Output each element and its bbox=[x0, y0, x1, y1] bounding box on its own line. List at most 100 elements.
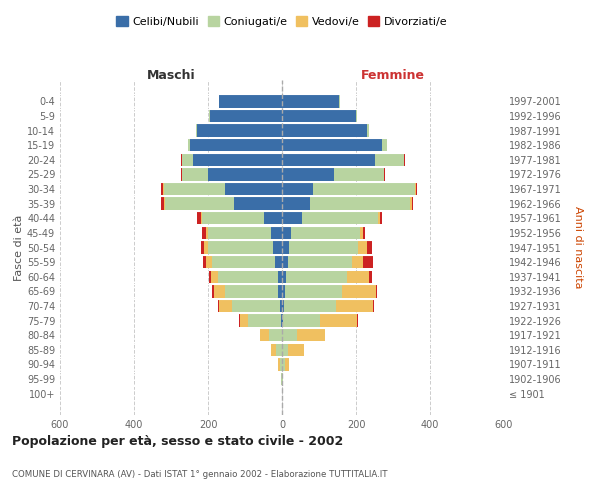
Bar bbox=[287, 256, 352, 268]
Bar bbox=[278, 285, 282, 298]
Bar bbox=[210, 110, 282, 122]
Bar bbox=[271, 226, 282, 239]
Bar bbox=[286, 270, 347, 283]
Bar bbox=[412, 198, 413, 210]
Bar bbox=[335, 300, 373, 312]
Bar bbox=[219, 300, 232, 312]
Bar bbox=[182, 168, 208, 180]
Bar bbox=[164, 183, 224, 196]
Bar bbox=[285, 358, 289, 370]
Y-axis label: Fasce di età: Fasce di età bbox=[14, 214, 24, 280]
Bar bbox=[218, 270, 278, 283]
Bar bbox=[202, 212, 263, 224]
Text: Maschi: Maschi bbox=[146, 70, 196, 82]
Bar bbox=[284, 300, 335, 312]
Bar bbox=[364, 226, 365, 239]
Bar bbox=[352, 256, 364, 268]
Bar bbox=[278, 358, 280, 370]
Bar bbox=[277, 344, 282, 356]
Bar bbox=[320, 314, 357, 326]
Bar bbox=[356, 110, 357, 122]
Bar bbox=[282, 168, 334, 180]
Bar bbox=[200, 242, 204, 254]
Bar bbox=[282, 154, 374, 166]
Bar bbox=[364, 256, 373, 268]
Bar bbox=[239, 314, 240, 326]
Bar bbox=[218, 300, 219, 312]
Bar bbox=[166, 198, 234, 210]
Bar bbox=[297, 329, 325, 342]
Bar bbox=[209, 270, 211, 283]
Bar bbox=[212, 285, 214, 298]
Bar bbox=[367, 242, 371, 254]
Bar bbox=[181, 168, 182, 180]
Bar bbox=[360, 226, 364, 239]
Bar bbox=[291, 226, 360, 239]
Text: Popolazione per età, sesso e stato civile - 2002: Popolazione per età, sesso e stato civil… bbox=[12, 435, 343, 448]
Bar bbox=[282, 242, 289, 254]
Bar bbox=[282, 270, 286, 283]
Bar bbox=[214, 285, 224, 298]
Bar bbox=[347, 270, 369, 283]
Bar bbox=[382, 139, 388, 151]
Bar bbox=[376, 285, 377, 298]
Bar bbox=[281, 373, 282, 385]
Bar bbox=[357, 314, 358, 326]
Bar bbox=[384, 168, 385, 180]
Bar bbox=[234, 198, 282, 210]
Bar bbox=[161, 198, 164, 210]
Bar bbox=[206, 226, 208, 239]
Bar bbox=[208, 226, 271, 239]
Bar bbox=[282, 95, 340, 108]
Bar bbox=[282, 183, 313, 196]
Bar bbox=[282, 314, 283, 326]
Bar bbox=[204, 242, 208, 254]
Bar bbox=[289, 242, 358, 254]
Bar bbox=[224, 285, 278, 298]
Bar bbox=[369, 270, 372, 283]
Bar bbox=[161, 183, 163, 196]
Bar bbox=[282, 110, 356, 122]
Bar bbox=[269, 329, 282, 342]
Bar bbox=[282, 226, 291, 239]
Bar bbox=[275, 256, 282, 268]
Bar bbox=[282, 344, 287, 356]
Bar bbox=[240, 314, 248, 326]
Bar bbox=[282, 139, 382, 151]
Bar bbox=[282, 124, 367, 137]
Bar bbox=[285, 285, 343, 298]
Bar bbox=[200, 212, 202, 224]
Bar bbox=[281, 314, 282, 326]
Bar bbox=[190, 139, 282, 151]
Text: Femmine: Femmine bbox=[361, 70, 425, 82]
Bar bbox=[193, 154, 282, 166]
Bar bbox=[282, 285, 285, 298]
Bar bbox=[197, 212, 200, 224]
Bar bbox=[271, 344, 277, 356]
Bar bbox=[334, 168, 384, 180]
Bar bbox=[211, 270, 218, 283]
Bar bbox=[181, 154, 182, 166]
Bar bbox=[163, 183, 164, 196]
Bar bbox=[380, 212, 382, 224]
Bar bbox=[282, 198, 310, 210]
Bar bbox=[282, 212, 302, 224]
Bar bbox=[164, 198, 166, 210]
Y-axis label: Anni di nascita: Anni di nascita bbox=[573, 206, 583, 289]
Bar bbox=[410, 198, 412, 210]
Bar bbox=[196, 124, 197, 137]
Bar bbox=[302, 212, 378, 224]
Bar bbox=[378, 212, 380, 224]
Bar bbox=[343, 285, 376, 298]
Bar bbox=[280, 300, 282, 312]
Bar bbox=[282, 256, 287, 268]
Bar bbox=[282, 300, 284, 312]
Legend: Celibi/Nubili, Coniugati/e, Vedovi/e, Divorziati/e: Celibi/Nubili, Coniugati/e, Vedovi/e, Di… bbox=[112, 12, 452, 31]
Bar bbox=[188, 139, 190, 151]
Bar bbox=[310, 198, 410, 210]
Bar bbox=[208, 242, 273, 254]
Bar bbox=[373, 300, 374, 312]
Bar bbox=[313, 183, 415, 196]
Bar bbox=[280, 358, 282, 370]
Bar bbox=[282, 373, 283, 385]
